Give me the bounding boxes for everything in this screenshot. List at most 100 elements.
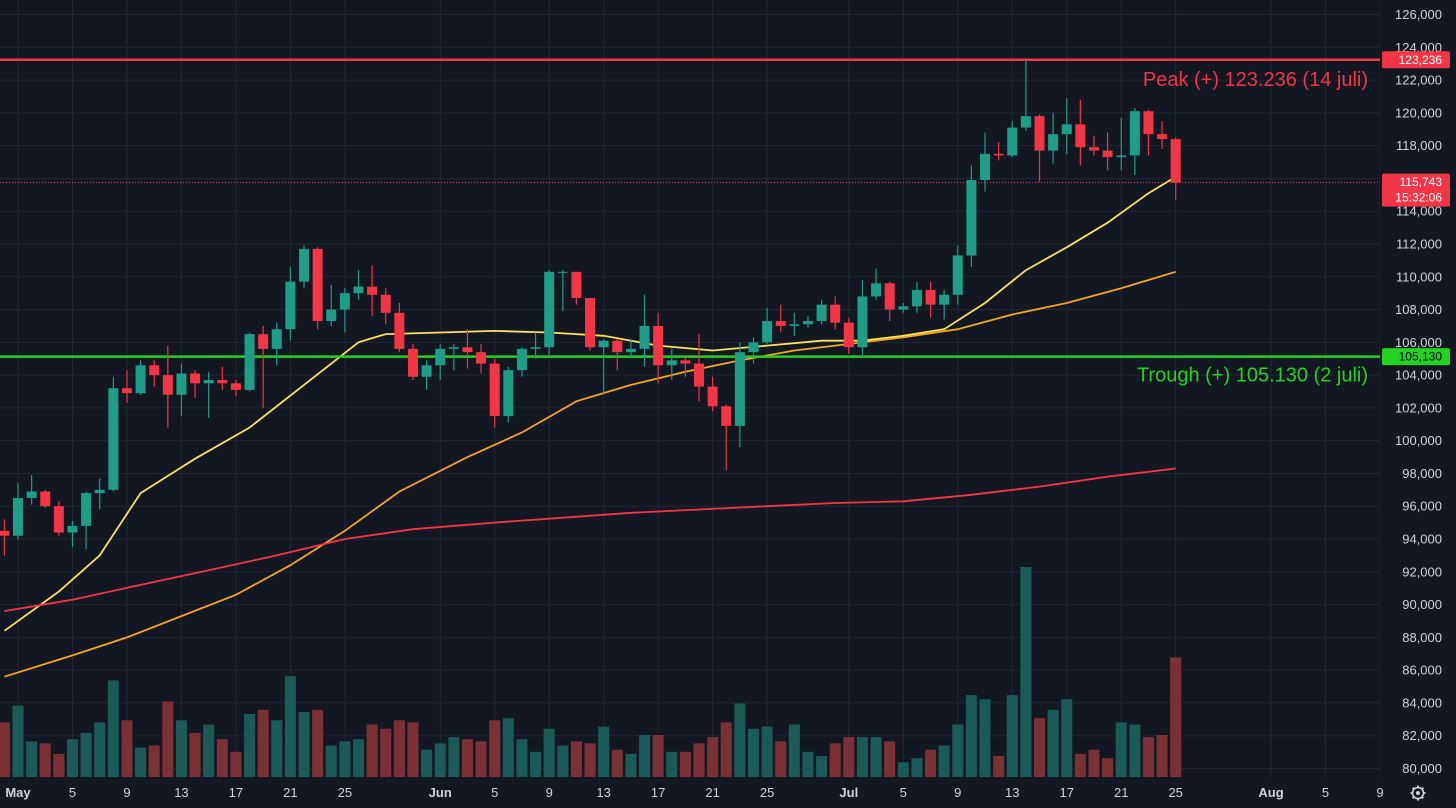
candle[interactable] (843, 317, 854, 354)
candle[interactable] (1020, 59, 1031, 131)
candle[interactable] (312, 247, 323, 330)
candle[interactable] (1157, 121, 1168, 149)
horizontal-lines (0, 58, 1380, 358)
candle[interactable] (53, 501, 64, 536)
candle[interactable] (421, 360, 432, 390)
candle[interactable] (435, 343, 446, 381)
candle[interactable] (898, 302, 909, 313)
candle[interactable] (0, 519, 10, 556)
candle[interactable] (244, 332, 255, 392)
volume-bar (1156, 735, 1168, 777)
candle[interactable] (530, 332, 541, 359)
candle[interactable] (585, 298, 596, 351)
candle[interactable] (1143, 109, 1154, 156)
candle[interactable] (108, 376, 119, 492)
candle[interactable] (353, 270, 364, 300)
candle[interactable] (367, 265, 378, 317)
candle[interactable] (81, 491, 92, 549)
gear-icon[interactable] (1410, 785, 1426, 801)
candle[interactable] (802, 316, 813, 328)
candle[interactable] (326, 284, 337, 326)
candle[interactable] (612, 339, 623, 371)
candle[interactable] (598, 339, 609, 395)
candle[interactable] (775, 304, 786, 333)
price-tag[interactable]: 123,236 (1382, 51, 1450, 69)
candle[interactable] (1102, 132, 1113, 171)
candle[interactable] (734, 342, 745, 448)
price-tag[interactable]: 105,130 (1382, 348, 1450, 366)
candle[interactable] (789, 312, 800, 336)
candle[interactable] (748, 337, 759, 364)
candle[interactable] (503, 366, 514, 423)
candle[interactable] (1116, 117, 1127, 171)
candle[interactable] (203, 371, 214, 418)
candle[interactable] (666, 348, 677, 381)
candle[interactable] (653, 312, 664, 384)
candle[interactable] (1034, 114, 1045, 182)
candle[interactable] (571, 271, 582, 305)
candle[interactable] (190, 370, 201, 399)
candle[interactable] (258, 325, 269, 408)
candle[interactable] (516, 347, 527, 377)
candle[interactable] (230, 380, 241, 397)
candle[interactable] (407, 343, 418, 381)
candle[interactable] (135, 360, 146, 395)
candle[interactable] (380, 288, 391, 325)
candle[interactable] (217, 366, 228, 390)
candle[interactable] (1061, 98, 1072, 154)
candle[interactable] (1048, 112, 1059, 164)
candle[interactable] (680, 357, 691, 377)
candle[interactable] (285, 266, 296, 341)
candle[interactable] (299, 245, 310, 289)
candle[interactable] (94, 478, 105, 510)
candle[interactable] (857, 280, 868, 357)
candle[interactable] (544, 270, 555, 358)
candle[interactable] (762, 307, 773, 344)
candle-body (653, 325, 664, 366)
candle[interactable] (694, 334, 704, 402)
candle[interactable] (1088, 135, 1099, 156)
candle[interactable] (871, 268, 882, 300)
x-tick-label: 21 (1114, 785, 1128, 800)
candle[interactable] (394, 302, 405, 353)
candle[interactable] (67, 520, 78, 548)
price-tag[interactable]: 115,743 15:32:06 (1382, 173, 1450, 207)
candle[interactable] (1170, 137, 1181, 200)
candle[interactable] (162, 345, 173, 428)
candle[interactable] (1007, 121, 1018, 158)
candle[interactable] (149, 360, 160, 387)
candle[interactable] (884, 281, 895, 322)
candle[interactable] (639, 294, 650, 367)
candle[interactable] (952, 245, 963, 305)
candle[interactable] (939, 289, 950, 320)
candle[interactable] (271, 322, 282, 366)
candle[interactable] (448, 343, 459, 371)
candle[interactable] (476, 343, 487, 374)
y-tick-label: 120,000 (1395, 105, 1442, 120)
candle-body (585, 298, 596, 348)
volume-bars (0, 567, 1182, 777)
candle[interactable] (993, 142, 1004, 161)
candle[interactable] (13, 483, 23, 540)
candle[interactable] (1129, 107, 1140, 176)
candle[interactable] (980, 132, 991, 192)
candle[interactable] (816, 299, 827, 325)
candle[interactable] (911, 281, 922, 313)
candle[interactable] (1075, 99, 1086, 166)
candle[interactable] (557, 270, 568, 312)
candle[interactable] (121, 370, 132, 403)
candle[interactable] (462, 329, 473, 369)
candle[interactable] (721, 404, 732, 471)
candle[interactable] (339, 288, 350, 333)
candle[interactable] (707, 376, 718, 412)
candle[interactable] (966, 165, 977, 267)
candle[interactable] (26, 475, 37, 505)
candle[interactable] (489, 358, 500, 428)
candle[interactable] (40, 489, 51, 508)
candle[interactable] (176, 363, 187, 417)
candle[interactable] (830, 296, 841, 330)
candle[interactable] (925, 281, 936, 318)
candle[interactable] (625, 339, 636, 358)
